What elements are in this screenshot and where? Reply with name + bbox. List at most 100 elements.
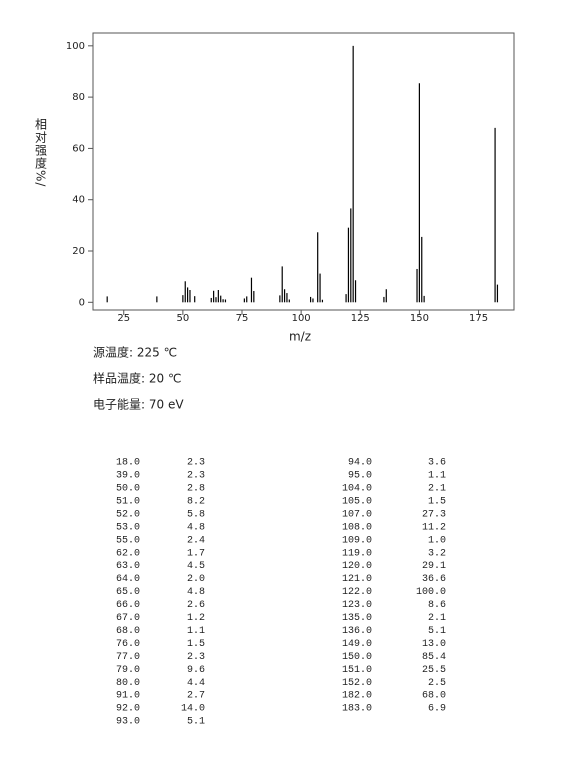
- mz-cell: 55.0: [116, 535, 140, 546]
- mz-cell: 136.0: [342, 626, 372, 637]
- mz-cell: 68.0: [116, 626, 140, 637]
- mz-cell: 104.0: [342, 484, 372, 495]
- mz-cell: 64.0: [116, 574, 140, 585]
- mz-cell: 94.0: [348, 458, 372, 469]
- y-tick-label: 0: [79, 297, 85, 308]
- mz-cell: 52.0: [116, 509, 140, 520]
- x-tick-label: 50: [177, 313, 190, 324]
- intensity-cell: 1.1: [428, 471, 446, 482]
- mz-cell: 62.0: [116, 548, 140, 559]
- intensity-cell: 27.3: [422, 509, 446, 520]
- y-axis-label: 相对强度%/: [34, 118, 48, 188]
- mz-cell: 105.0: [342, 496, 372, 507]
- mz-cell: 51.0: [116, 496, 140, 507]
- intensity-cell: 25.5: [422, 665, 446, 676]
- mz-cell: 93.0: [116, 717, 140, 728]
- intensity-cell: 2.3: [187, 458, 205, 469]
- intensity-cell: 1.0: [428, 535, 446, 546]
- intensity-cell: 6.9: [428, 704, 446, 715]
- x-axis-label: m/z: [289, 330, 311, 344]
- mz-cell: 53.0: [116, 522, 140, 533]
- intensity-cell: 4.4: [187, 678, 205, 689]
- x-tick-label: 175: [469, 313, 488, 324]
- mz-cell: 95.0: [348, 471, 372, 482]
- intensity-cell: 14.0: [181, 704, 205, 715]
- intensity-cell: 2.8: [187, 484, 205, 495]
- intensity-cell: 1.5: [428, 496, 446, 507]
- mz-cell: 123.0: [342, 600, 372, 611]
- intensity-cell: 8.6: [428, 600, 446, 611]
- intensity-cell: 1.5: [187, 639, 205, 650]
- mz-cell: 79.0: [116, 665, 140, 676]
- intensity-cell: 5.1: [187, 717, 205, 728]
- intensity-cell: 2.6: [187, 600, 205, 611]
- y-tick-label: 60: [72, 143, 85, 154]
- intensity-cell: 36.6: [422, 574, 446, 585]
- intensity-cell: 2.1: [428, 613, 446, 624]
- intensity-cell: 2.3: [187, 652, 205, 663]
- intensity-cell: 5.1: [428, 626, 446, 637]
- x-tick-label: 150: [410, 313, 429, 324]
- mz-cell: 108.0: [342, 522, 372, 533]
- mz-cell: 77.0: [116, 652, 140, 663]
- intensity-cell: 11.2: [422, 522, 446, 533]
- intensity-cell: 1.7: [187, 548, 205, 559]
- mz-cell: 121.0: [342, 574, 372, 585]
- mz-cell: 183.0: [342, 704, 372, 715]
- intensity-cell: 29.1: [422, 561, 446, 572]
- mz-cell: 119.0: [342, 548, 372, 559]
- mz-cell: 122.0: [342, 587, 372, 598]
- intensity-cell: 2.4: [187, 535, 205, 546]
- intensity-cell: 2.7: [187, 691, 205, 702]
- plot-frame: [92, 32, 515, 311]
- intensity-cell: 2.0: [187, 574, 205, 585]
- mz-cell: 151.0: [342, 665, 372, 676]
- x-tick-label: 100: [292, 313, 311, 324]
- intensity-cell: 8.2: [187, 496, 205, 507]
- x-tick-label: 125: [351, 313, 370, 324]
- x-tick-label: 75: [236, 313, 249, 324]
- x-tick-label: 25: [117, 313, 130, 324]
- mz-cell: 152.0: [342, 678, 372, 689]
- intensity-cell: 1.1: [187, 626, 205, 637]
- y-tick-label: 40: [72, 195, 85, 206]
- mz-cell: 80.0: [116, 678, 140, 689]
- mz-cell: 65.0: [116, 587, 140, 598]
- mz-cell: 67.0: [116, 613, 140, 624]
- mz-cell: 182.0: [342, 691, 372, 702]
- intensity-cell: 4.8: [187, 587, 205, 598]
- intensity-cell: 9.6: [187, 665, 205, 676]
- intensity-cell: 3.6: [428, 458, 446, 469]
- intensity-cell: 3.2: [428, 548, 446, 559]
- condition: 源温度: 225 ℃: [93, 345, 177, 360]
- y-tick-label: 80: [72, 92, 85, 103]
- intensity-cell: 2.5: [428, 678, 446, 689]
- mz-cell: 91.0: [116, 691, 140, 702]
- intensity-cell: 2.3: [187, 471, 205, 482]
- mz-cell: 66.0: [116, 600, 140, 611]
- mz-cell: 109.0: [342, 535, 372, 546]
- intensity-cell: 2.1: [428, 484, 446, 495]
- intensity-cell: 100.0: [416, 587, 446, 598]
- condition: 样品温度: 20 ℃: [93, 371, 181, 386]
- y-tick-label: 20: [72, 246, 85, 257]
- mz-cell: 149.0: [342, 639, 372, 650]
- mz-cell: 150.0: [342, 652, 372, 663]
- intensity-cell: 5.8: [187, 509, 205, 520]
- mz-cell: 135.0: [342, 613, 372, 624]
- intensity-cell: 1.2: [187, 613, 205, 624]
- mz-cell: 120.0: [342, 561, 372, 572]
- mz-cell: 63.0: [116, 561, 140, 572]
- intensity-cell: 68.0: [422, 691, 446, 702]
- intensity-cell: 85.4: [422, 652, 446, 663]
- mz-cell: 92.0: [116, 704, 140, 715]
- intensity-cell: 4.8: [187, 522, 205, 533]
- mz-cell: 50.0: [116, 484, 140, 495]
- mz-cell: 107.0: [342, 509, 372, 520]
- mz-cell: 76.0: [116, 639, 140, 650]
- condition: 电子能量: 70 eV: [93, 398, 184, 412]
- mz-cell: 18.0: [116, 458, 140, 469]
- intensity-cell: 4.5: [187, 561, 205, 572]
